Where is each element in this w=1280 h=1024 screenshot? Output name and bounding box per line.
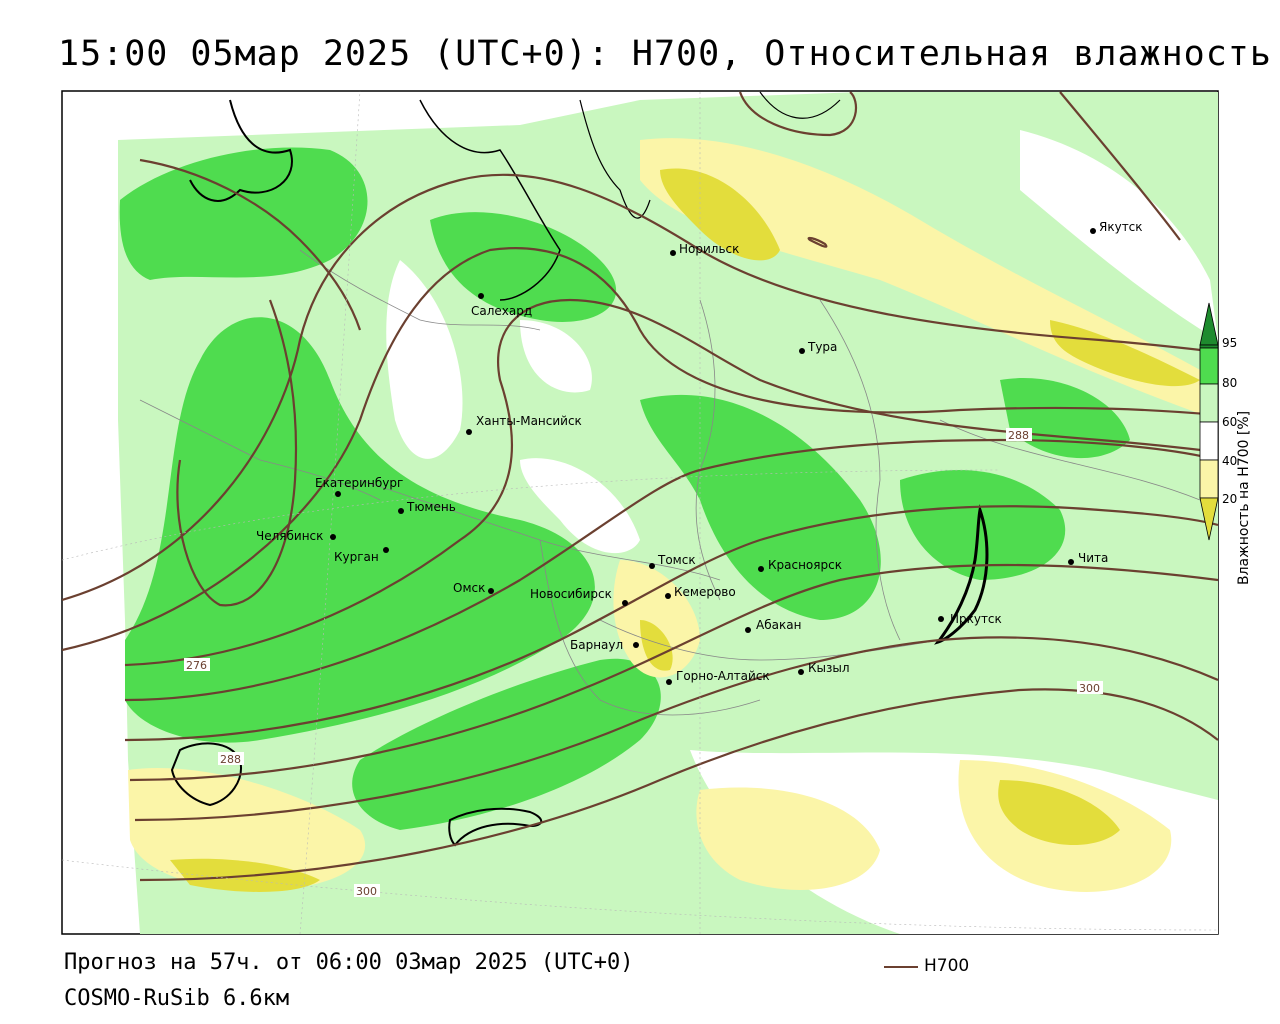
svg-text:Курган: Курган	[334, 550, 379, 564]
coastline	[419, 99, 561, 301]
city-kemerovo: Кемерово	[665, 585, 736, 599]
city-markers: Норильск Якутск Салехард Тура Ханты-Манс…	[256, 220, 1143, 685]
colorbar-tick-80: 80	[1222, 376, 1238, 390]
city-tomsk: Томск	[649, 553, 696, 569]
svg-text:Якутск: Якутск	[1099, 220, 1143, 234]
svg-text:Новосибирск: Новосибирск	[530, 587, 612, 601]
humidity-60-80-area	[430, 212, 617, 322]
city-tura: Тура	[799, 340, 837, 354]
svg-text:276: 276	[186, 659, 207, 672]
svg-text:Барнаул: Барнаул	[570, 638, 623, 652]
svg-text:Челябинск: Челябинск	[256, 529, 323, 543]
humidity-0-20-area	[640, 620, 673, 671]
svg-text:Иркутск: Иркутск	[950, 612, 1002, 626]
contour-label-276: 276	[184, 658, 210, 672]
colorbar-80-95-segment	[1199, 347, 1219, 385]
humidity-60-80-area	[1000, 378, 1130, 459]
svg-text:Горно-Алтайск: Горно-Алтайск	[676, 669, 770, 683]
humidity-60-80-area	[640, 394, 881, 620]
contour-legend: H700	[884, 956, 1084, 978]
humidity-40-60-area	[386, 260, 463, 459]
colorbar-tick-60: 60	[1222, 415, 1238, 429]
map-title: 15:00 05мар 2025 (UTC+0): H700, Относите…	[58, 34, 1272, 74]
city-kurgan: Курган	[334, 547, 389, 564]
colorbar-tick-40: 40	[1222, 454, 1238, 468]
city-chelyabinsk: Челябинск	[256, 529, 336, 543]
svg-text:Норильск: Норильск	[679, 242, 739, 256]
humidity-20-40-area	[696, 787, 880, 890]
city-kyzyl: Кызыл	[798, 661, 850, 675]
colorbar-40-60-segment	[1199, 421, 1219, 461]
city-irkutsk: Иркутск	[938, 612, 1002, 626]
svg-text:Омск: Омск	[453, 581, 485, 595]
svg-text:Екатеринбург: Екатеринбург	[315, 476, 403, 490]
svg-text:300: 300	[1079, 682, 1100, 695]
contour-label-300: 300	[354, 884, 380, 898]
colorbar-bottom-arrow	[1199, 497, 1219, 541]
svg-text:288: 288	[220, 753, 241, 766]
contour-legend-label: H700	[924, 956, 970, 976]
svg-text:Чита: Чита	[1078, 551, 1108, 565]
colorbar-60-80-segment	[1199, 383, 1219, 423]
svg-text:Салехард: Салехард	[471, 304, 532, 318]
colorbar-tick-95: 95	[1222, 336, 1238, 350]
svg-text:Тура: Тура	[807, 340, 837, 354]
humidity-0-20-area	[660, 168, 780, 261]
humidity-40-60-area	[1020, 130, 1218, 340]
contour-legend-line	[884, 966, 918, 968]
svg-text:Абакан: Абакан	[756, 618, 801, 632]
humidity-60-80-area	[125, 317, 595, 743]
graticule	[62, 91, 1218, 934]
svg-text:Томск: Томск	[657, 553, 696, 567]
svg-text:Ханты-Мансийск: Ханты-Мансийск	[476, 414, 582, 428]
humidity-0-20-area	[998, 780, 1120, 845]
humidity-40-60-area	[520, 320, 592, 393]
city-salekhard: Салехард	[471, 293, 532, 318]
city-barnaul: Барнаул	[570, 638, 639, 652]
colorbar-20-40-segment	[1199, 459, 1219, 499]
city-abakan: Абакан	[745, 618, 801, 633]
city-ekaterinburg: Екатеринбург	[315, 476, 403, 497]
svg-text:Кемерово: Кемерово	[674, 585, 736, 599]
coastline	[189, 99, 293, 202]
city-chita: Чита	[1068, 551, 1108, 565]
city-omsk: Омск	[453, 581, 494, 595]
colorbar-tick-20: 20	[1222, 492, 1238, 506]
svg-text:Красноярск: Красноярск	[768, 558, 842, 572]
colorbar-95-segment	[1199, 344, 1219, 349]
contour-labels: 276 288 288 300 300	[184, 428, 1103, 898]
city-norilsk: Норильск	[670, 242, 739, 256]
forecast-info: Прогноз на 57ч. от 06:00 03мар 2025 (UTC…	[64, 950, 634, 975]
coastline	[579, 91, 841, 219]
humidity-20-40-area	[613, 560, 700, 678]
caspian-outline	[170, 742, 242, 807]
svg-text:Тюмень: Тюмень	[406, 500, 456, 514]
humidity-40-60-area	[520, 458, 640, 554]
contour-label-288: 288	[218, 752, 244, 766]
model-name: COSMO-RuSib 6.6км	[64, 986, 290, 1011]
lake-baikal	[934, 504, 989, 645]
colorbar	[1199, 302, 1219, 541]
city-krasnoyarsk: Красноярск	[758, 558, 842, 572]
humidity-0-20-area	[1050, 320, 1200, 387]
svg-text:300: 300	[356, 885, 377, 898]
city-novosibirsk: Новосибирск	[530, 587, 628, 606]
colorbar-title: Влажность на H700 [%]	[1236, 410, 1252, 585]
svg-text:288: 288	[1008, 429, 1029, 442]
city-tyumen: Тюмень	[398, 500, 456, 514]
city-yakutsk: Якутск	[1090, 220, 1143, 234]
region-borders	[139, 249, 1201, 716]
city-khanty-mansiysk: Ханты-Мансийск	[466, 414, 582, 435]
contour-label-288: 288	[1006, 428, 1032, 442]
city-gorno-altaysk: Горно-Алтайск	[666, 669, 770, 685]
svg-text:Кызыл: Кызыл	[808, 661, 850, 675]
h700-contours	[62, 91, 1218, 882]
contour-label-300: 300	[1077, 681, 1103, 695]
